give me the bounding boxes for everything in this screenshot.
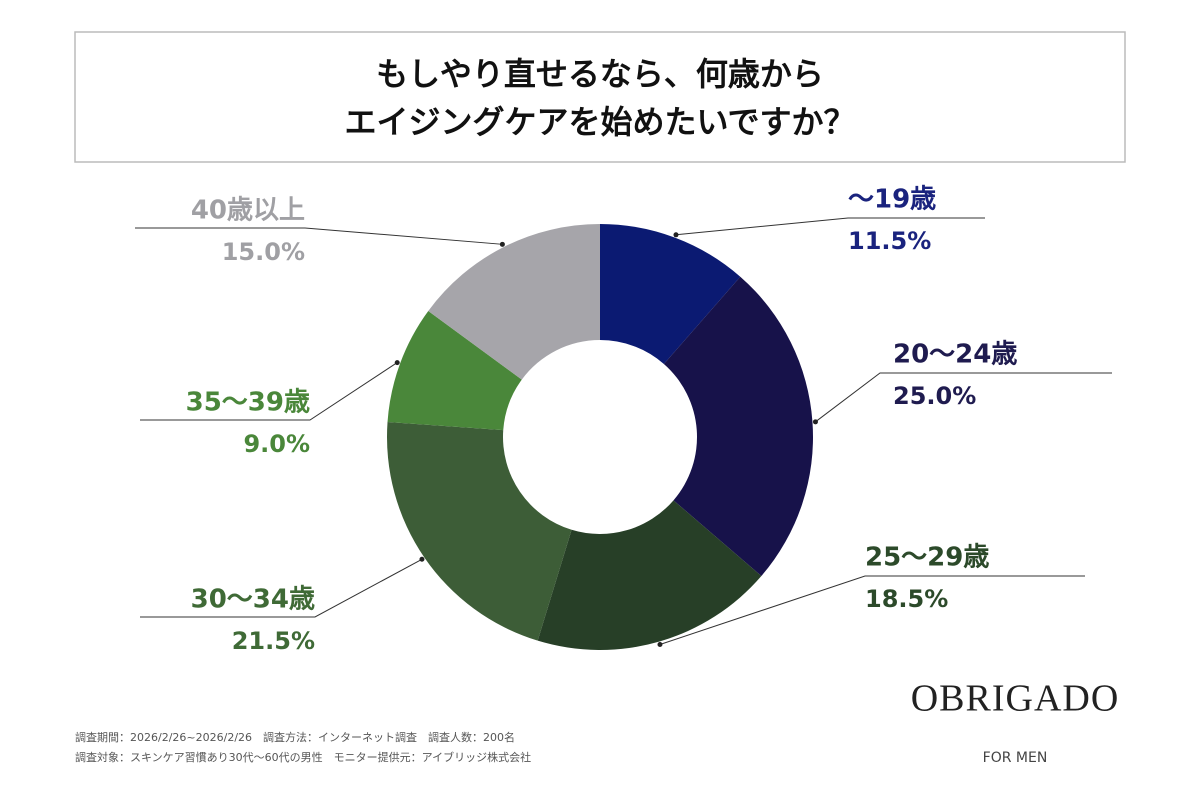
slice-value-label: 21.5% [232, 627, 315, 655]
donut-slice [428, 224, 600, 380]
brand-logo: OBRIGADO [911, 678, 1120, 720]
donut-slice [537, 500, 762, 651]
chart-title: エイジングケアを始めたいですか？ [344, 103, 855, 141]
chart-title: もしやり直せるなら、何歳から [376, 55, 824, 93]
slice-label: 30～34歳 [191, 585, 315, 615]
leader-line [140, 362, 398, 421]
slice-value-label: 11.5% [848, 227, 931, 255]
donut-slice [600, 224, 741, 365]
donut-slice [387, 310, 522, 431]
slice-value-label: 18.5% [865, 585, 948, 613]
leader-line [140, 558, 423, 618]
title-box [74, 31, 1126, 163]
slice-value-label: 15.0% [222, 238, 305, 266]
leader-dot [812, 419, 818, 425]
leader-line [815, 372, 1112, 423]
slice-label: 40歳以上 [191, 196, 305, 226]
leader-line [675, 217, 985, 236]
donut-slice [663, 276, 814, 577]
note: 調査期間：2026/2/26~2026/2/26 調査方法：インターネット調査 … [75, 730, 515, 744]
note: 調査対象：スキンケア習慣あり30代～60代の男性 モニター提供元：アイブリッジ株… [75, 750, 531, 764]
slice-value-label: 9.0% [243, 430, 310, 458]
brand-tagline: FOR MEN [983, 750, 1048, 766]
leader-dot [673, 232, 679, 238]
leader-dot [499, 241, 505, 247]
leader-dot [419, 556, 425, 562]
slice-label: 20～24歳 [893, 340, 1017, 370]
slice-value-label: 25.0% [893, 382, 976, 410]
slice-label: ～19歳 [848, 185, 936, 215]
donut-slice [386, 422, 572, 641]
leader-dot [657, 642, 663, 648]
slice-label: 25～29歳 [865, 543, 989, 573]
leader-line [135, 227, 503, 245]
slice-label: 35～39歳 [186, 388, 310, 418]
leader-line [659, 575, 1085, 645]
leader-dot [394, 360, 400, 366]
